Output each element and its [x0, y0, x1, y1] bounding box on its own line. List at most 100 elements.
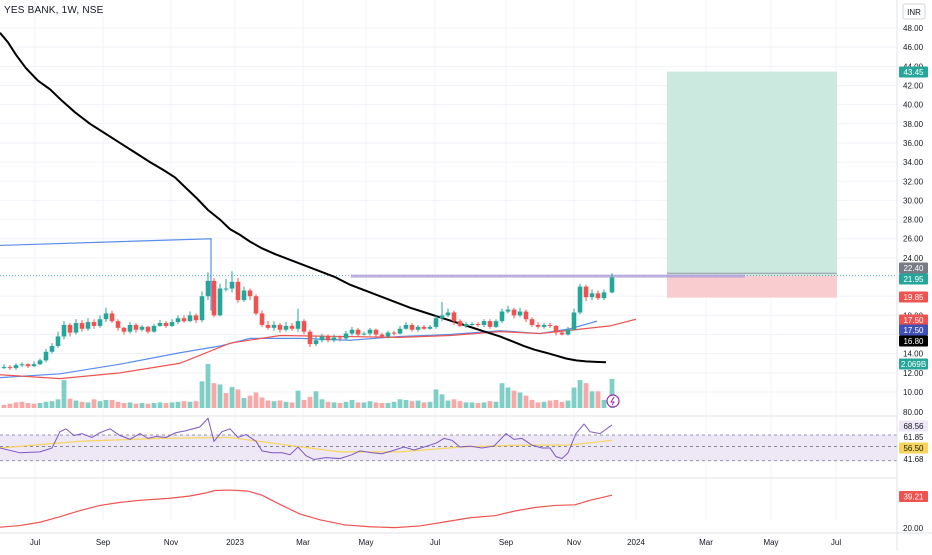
candle-body	[7, 367, 13, 369]
price-badge	[899, 66, 928, 78]
volume-bar	[265, 400, 271, 408]
candle-body	[133, 324, 139, 330]
volume-bar	[421, 402, 427, 408]
volume-bar	[609, 378, 615, 408]
candle-body	[397, 328, 403, 334]
time-tick: May	[763, 538, 778, 547]
volume-bar	[505, 387, 511, 408]
price-badge-label: 43.45	[903, 68, 924, 77]
volume-bar	[385, 403, 391, 408]
volume-bar	[475, 403, 481, 408]
candle-body	[91, 322, 97, 326]
volume-bar	[313, 391, 319, 408]
time-tick: Sep	[96, 538, 111, 547]
candle-body	[595, 293, 601, 299]
candle-body	[97, 319, 103, 326]
time-tick: Jul	[831, 538, 841, 547]
volume-bar	[499, 383, 505, 408]
price-badge	[899, 358, 928, 370]
candle-body	[355, 329, 361, 335]
candle-body	[217, 288, 223, 316]
price-tick: 10.00	[903, 388, 924, 397]
candle-body	[589, 293, 595, 298]
volume-bar	[163, 403, 169, 408]
candle-body	[343, 333, 349, 339]
volume-bar	[601, 399, 607, 408]
lower-indicator-pane	[0, 477, 932, 529]
time-tick: Mar	[296, 538, 310, 547]
candle-body	[409, 324, 415, 330]
candle-body	[181, 318, 187, 322]
rsi-badge-label: 68.56	[903, 422, 924, 431]
candle-body	[511, 309, 517, 316]
volume-bar	[343, 401, 349, 408]
candle-body	[163, 323, 169, 326]
volume-bar	[367, 401, 373, 408]
volume-bar	[133, 403, 139, 408]
candle-body	[259, 313, 265, 325]
overlay-lines	[0, 32, 637, 380]
volume-bar	[553, 399, 559, 408]
volume-bar	[13, 402, 19, 408]
candle-body	[379, 334, 385, 337]
price-tick: 12.00	[903, 369, 924, 378]
volume-bar	[469, 402, 475, 408]
volume-bar	[379, 403, 385, 408]
currency-button	[902, 3, 926, 20]
volume-bar	[193, 401, 199, 408]
position-zones	[0, 71, 897, 298]
volume-bar	[217, 384, 223, 408]
candle-body	[373, 329, 379, 335]
price-badge-label: 17.50	[903, 326, 924, 335]
candle-body	[193, 315, 199, 321]
candle-body	[391, 332, 397, 334]
candle-body	[115, 321, 121, 328]
candle-body	[361, 333, 367, 335]
candle-body	[271, 324, 277, 328]
price-tick: 34.00	[903, 158, 924, 167]
time-tick: Jul	[30, 538, 40, 547]
volume-bar	[391, 401, 397, 408]
candle-body	[187, 315, 193, 322]
candle-body	[61, 324, 67, 337]
candle-body	[223, 288, 229, 290]
price-badge-label: 17.50	[903, 316, 924, 325]
candle-body	[415, 326, 421, 330]
candle-body	[139, 326, 145, 330]
volume-bar	[37, 403, 43, 408]
candle-body	[523, 311, 529, 320]
candle-body	[577, 286, 583, 313]
candle-body	[469, 323, 475, 325]
candle-body	[457, 321, 463, 326]
volume-bar	[493, 401, 499, 408]
volume-bar	[295, 390, 301, 408]
candle-body	[67, 324, 73, 333]
volume-bar	[307, 396, 313, 408]
price-tick: 40.00	[903, 101, 924, 110]
volume-bar	[259, 397, 265, 408]
price-badge	[899, 273, 928, 285]
candle-body	[319, 336, 325, 341]
volume-bar	[97, 401, 103, 408]
volume-bar	[199, 381, 205, 408]
trendline	[0, 238, 212, 311]
volume-bar	[49, 401, 55, 408]
candle-body	[265, 324, 271, 328]
candle-body	[481, 321, 487, 325]
rsi-badge	[899, 442, 928, 454]
time-tick: Nov	[567, 538, 581, 547]
volume-bar	[223, 393, 229, 408]
volume-bar	[487, 401, 493, 408]
candle-body	[229, 281, 235, 289]
volume-bar	[61, 380, 67, 408]
target-zone	[667, 71, 837, 276]
candle-body	[609, 277, 615, 293]
volume-bar	[283, 401, 289, 408]
candle-body	[121, 327, 127, 332]
time-axis: Jul Sep Nov 2023 Mar May Jul Sep Nov 2024 Mar May Ju…	[0, 532, 932, 547]
volume-bar	[463, 402, 469, 408]
volume-bar	[43, 401, 49, 408]
price-badge-label: 19.85	[903, 293, 924, 302]
